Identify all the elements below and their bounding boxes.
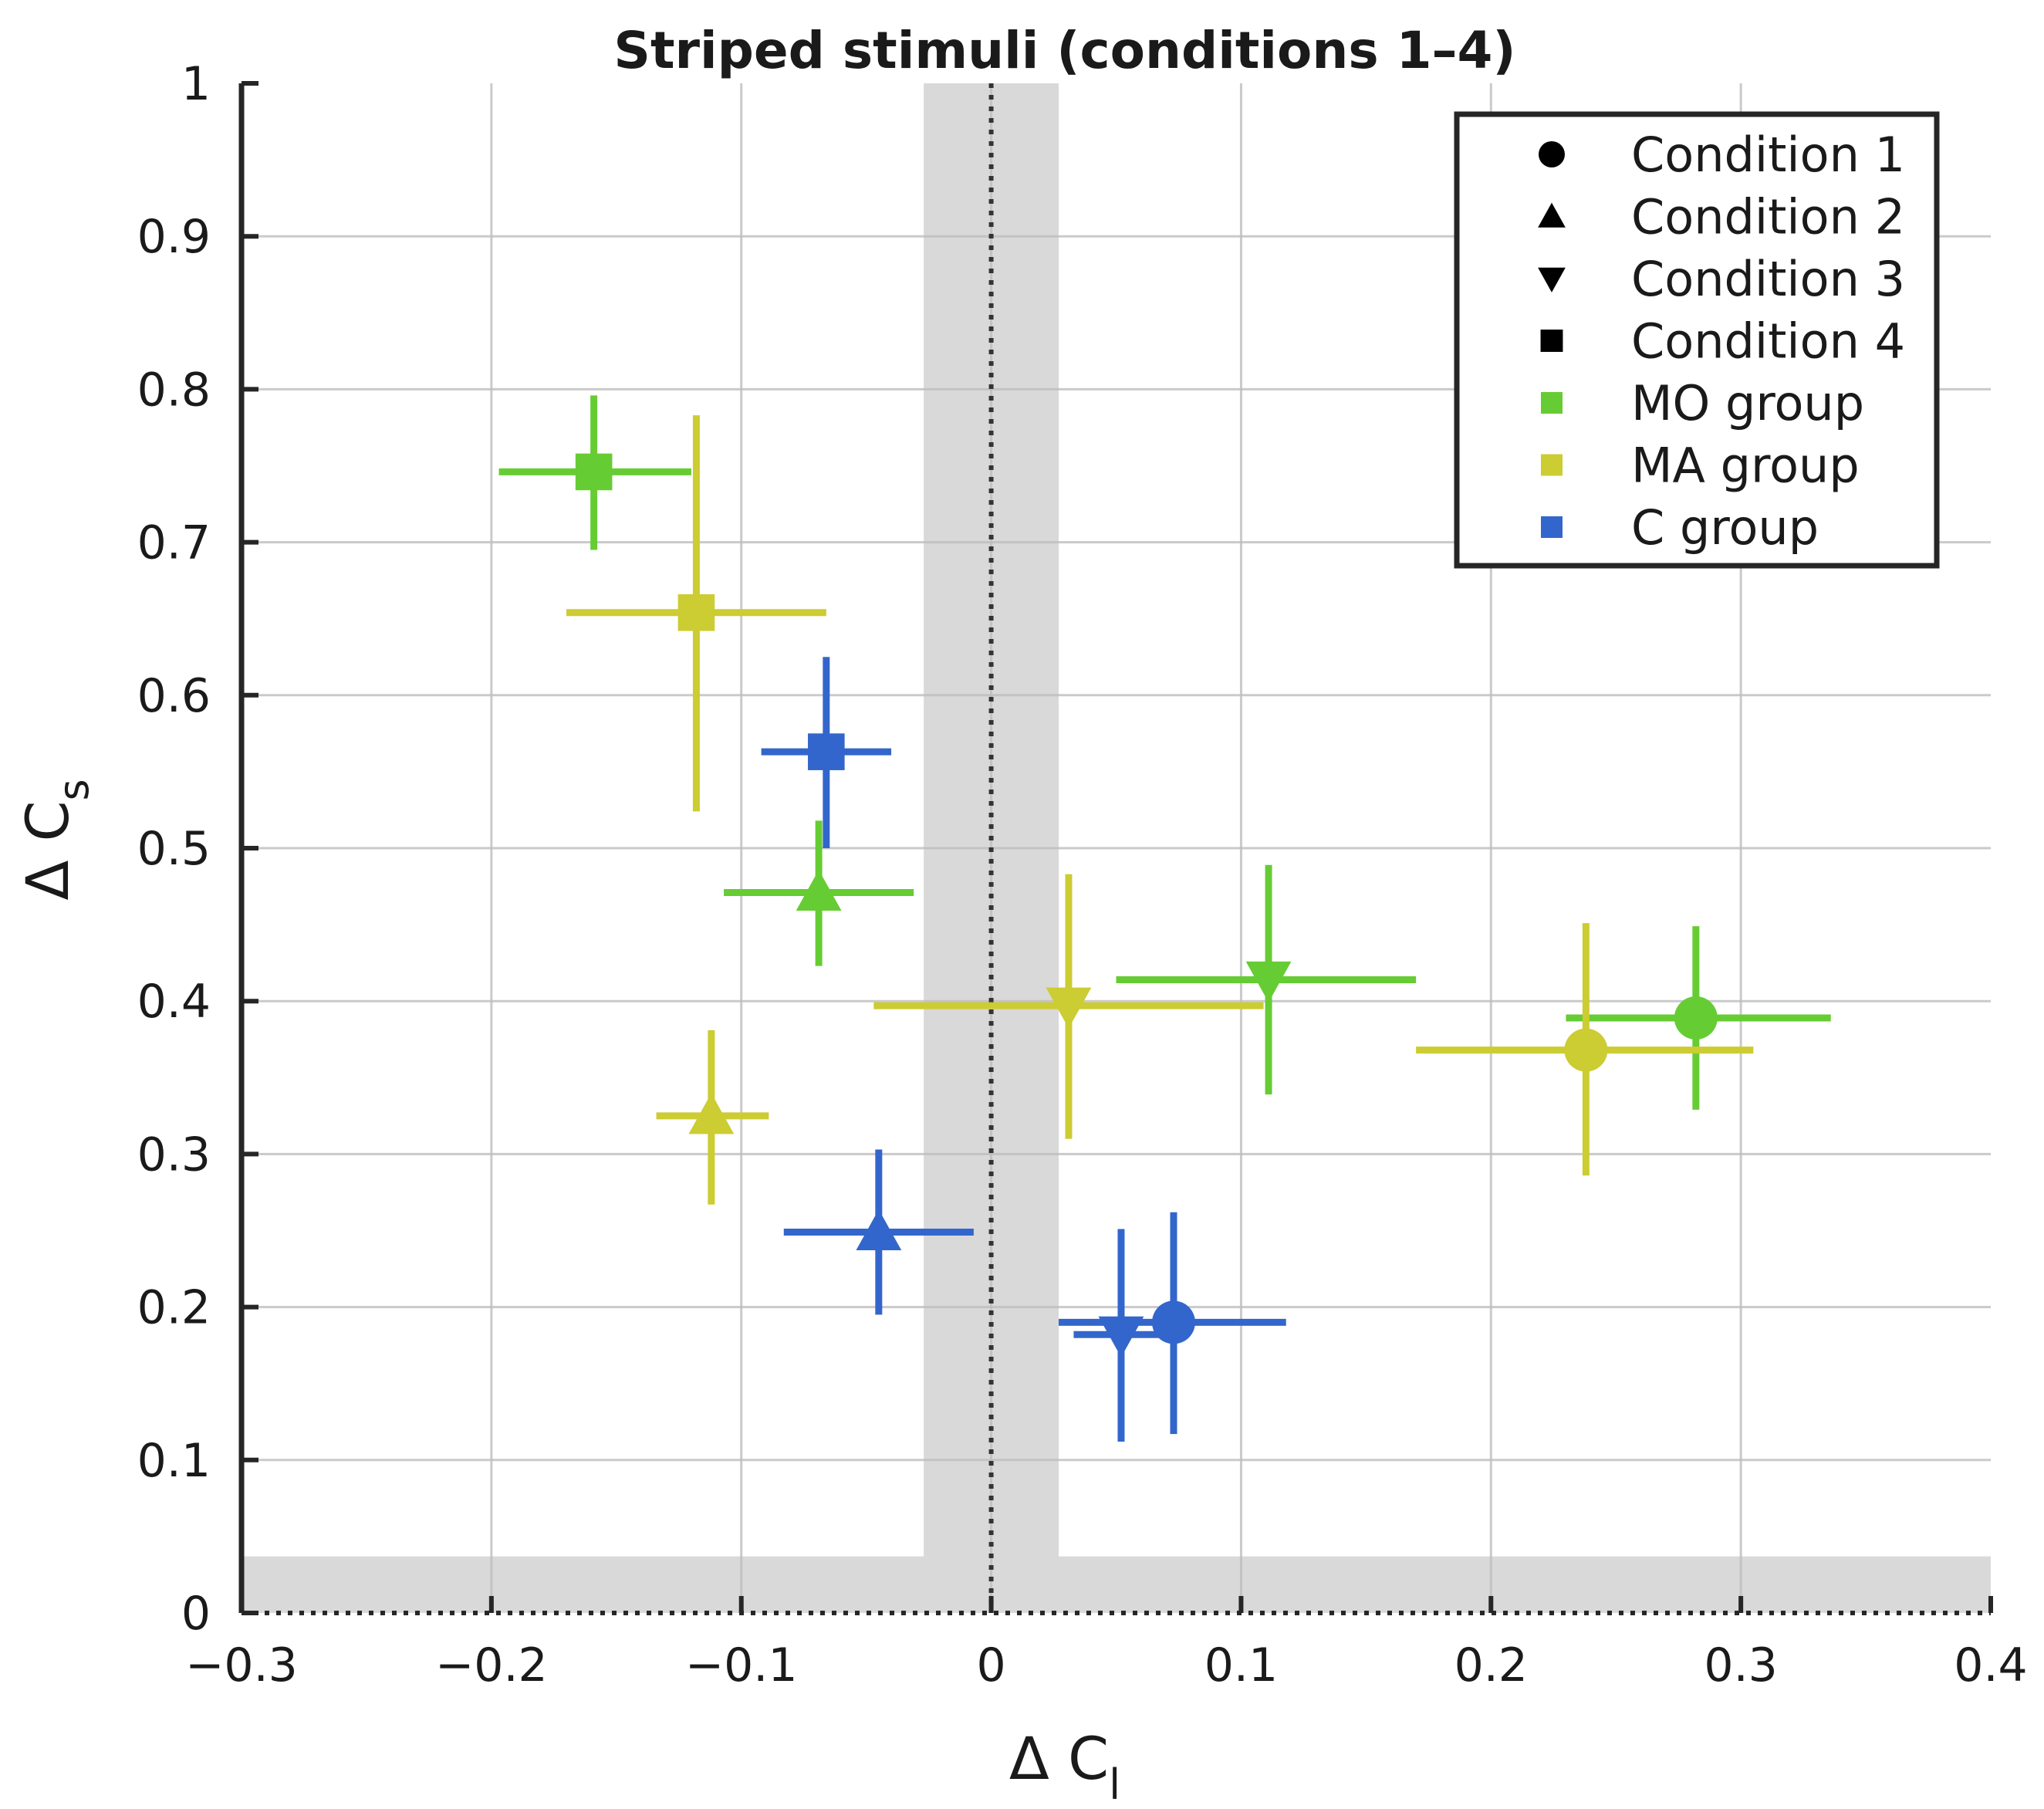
y-axis-label-symbol: Δ C [13,800,82,900]
horizontal-band [242,1556,1991,1613]
series-mo-group [498,395,1831,1110]
data-point [783,1149,974,1315]
y-tick-label: 0.6 [137,669,211,723]
marker-condition-2 [796,870,842,911]
legend-label: MA group [1631,438,1860,494]
marker-condition-3 [1046,987,1092,1029]
y-tick-label: 0.4 [137,975,211,1029]
data-point [1116,864,1417,1095]
x-tick-label: −0.2 [435,1638,548,1692]
y-tick-label: 0.9 [137,210,211,264]
legend-label: Condition 1 [1631,127,1905,183]
legend-marker-square [1540,330,1563,352]
x-axis-label-subscript: l [1109,1760,1120,1809]
y-tick-label: 0.3 [137,1128,211,1182]
marker-condition-1 [1564,1028,1608,1072]
data-point [1073,1229,1169,1442]
y-tick-label: 1 [181,57,211,111]
legend-label: Condition 3 [1631,251,1905,307]
axes [238,81,1993,1615]
y-tick-label: 0 [181,1587,211,1641]
legend-swatch [1541,516,1563,538]
legend: Condition 1 Condition 2 Condition 3 Conditi… [1454,111,1940,569]
marker-condition-4 [808,733,845,770]
x-tick-label: −0.3 [185,1638,298,1692]
legend-label: Condition 4 [1631,313,1905,370]
tick-labels: −0.3 −0.2 −0.1 0 0.1 0.2 0.3 0.4 0 0.1 0.2 0.3 0.4 0.… [137,57,2028,1692]
marker-condition-4 [575,453,613,491]
x-tick-label: 0 [976,1638,1005,1692]
data-point [873,874,1264,1139]
data-points [498,395,1831,1442]
data-point [1416,923,1754,1176]
data-point [1566,926,1831,1110]
data-point [566,415,826,812]
marker-condition-1 [1674,996,1718,1040]
y-axis-label-subscript: s [49,779,98,800]
x-tick-label: 0.2 [1454,1638,1528,1692]
legend-marker-triangle-down [1538,267,1566,292]
legend-swatch [1541,392,1563,414]
x-tick-label: 0.4 [1954,1638,2027,1692]
y-tick-label: 0.7 [137,516,211,570]
marker-condition-3 [1098,1316,1144,1358]
legend-label: MO group [1631,375,1864,431]
marker-condition-3 [1245,961,1292,1003]
legend-marker-circle [1539,141,1565,167]
y-tick-label: 0.8 [137,363,211,417]
marker-condition-2 [856,1209,902,1251]
chart-title: Striped stimuli (conditions 1–4) [613,21,1515,80]
data-point [498,395,691,550]
legend-label: Condition 2 [1631,189,1905,245]
y-tick-label: 0.5 [137,822,211,876]
y-axis-label: Δ Cs [13,779,98,900]
x-tick-label: 0.1 [1204,1638,1278,1692]
x-axis-label: Δ Cl [1009,1724,1120,1809]
data-point [1059,1212,1286,1435]
data-point [656,1030,769,1205]
x-tick-label: 0.3 [1704,1638,1777,1692]
legend-swatch [1541,454,1563,476]
x-tick-label: −0.1 [685,1638,798,1692]
y-tick-label: 0.1 [137,1434,211,1488]
marker-condition-4 [677,593,715,631]
data-point [724,820,914,966]
y-tick-label: 0.2 [137,1281,211,1335]
marker-condition-2 [688,1093,735,1134]
legend-marker-triangle-up [1538,202,1566,228]
x-axis-label-symbol: Δ C [1009,1724,1109,1793]
data-point [761,657,892,848]
series-ma-group [566,415,1754,1205]
legend-box [1454,111,1940,569]
legend-label: C group [1631,499,1819,556]
series-c-group [761,657,1286,1442]
